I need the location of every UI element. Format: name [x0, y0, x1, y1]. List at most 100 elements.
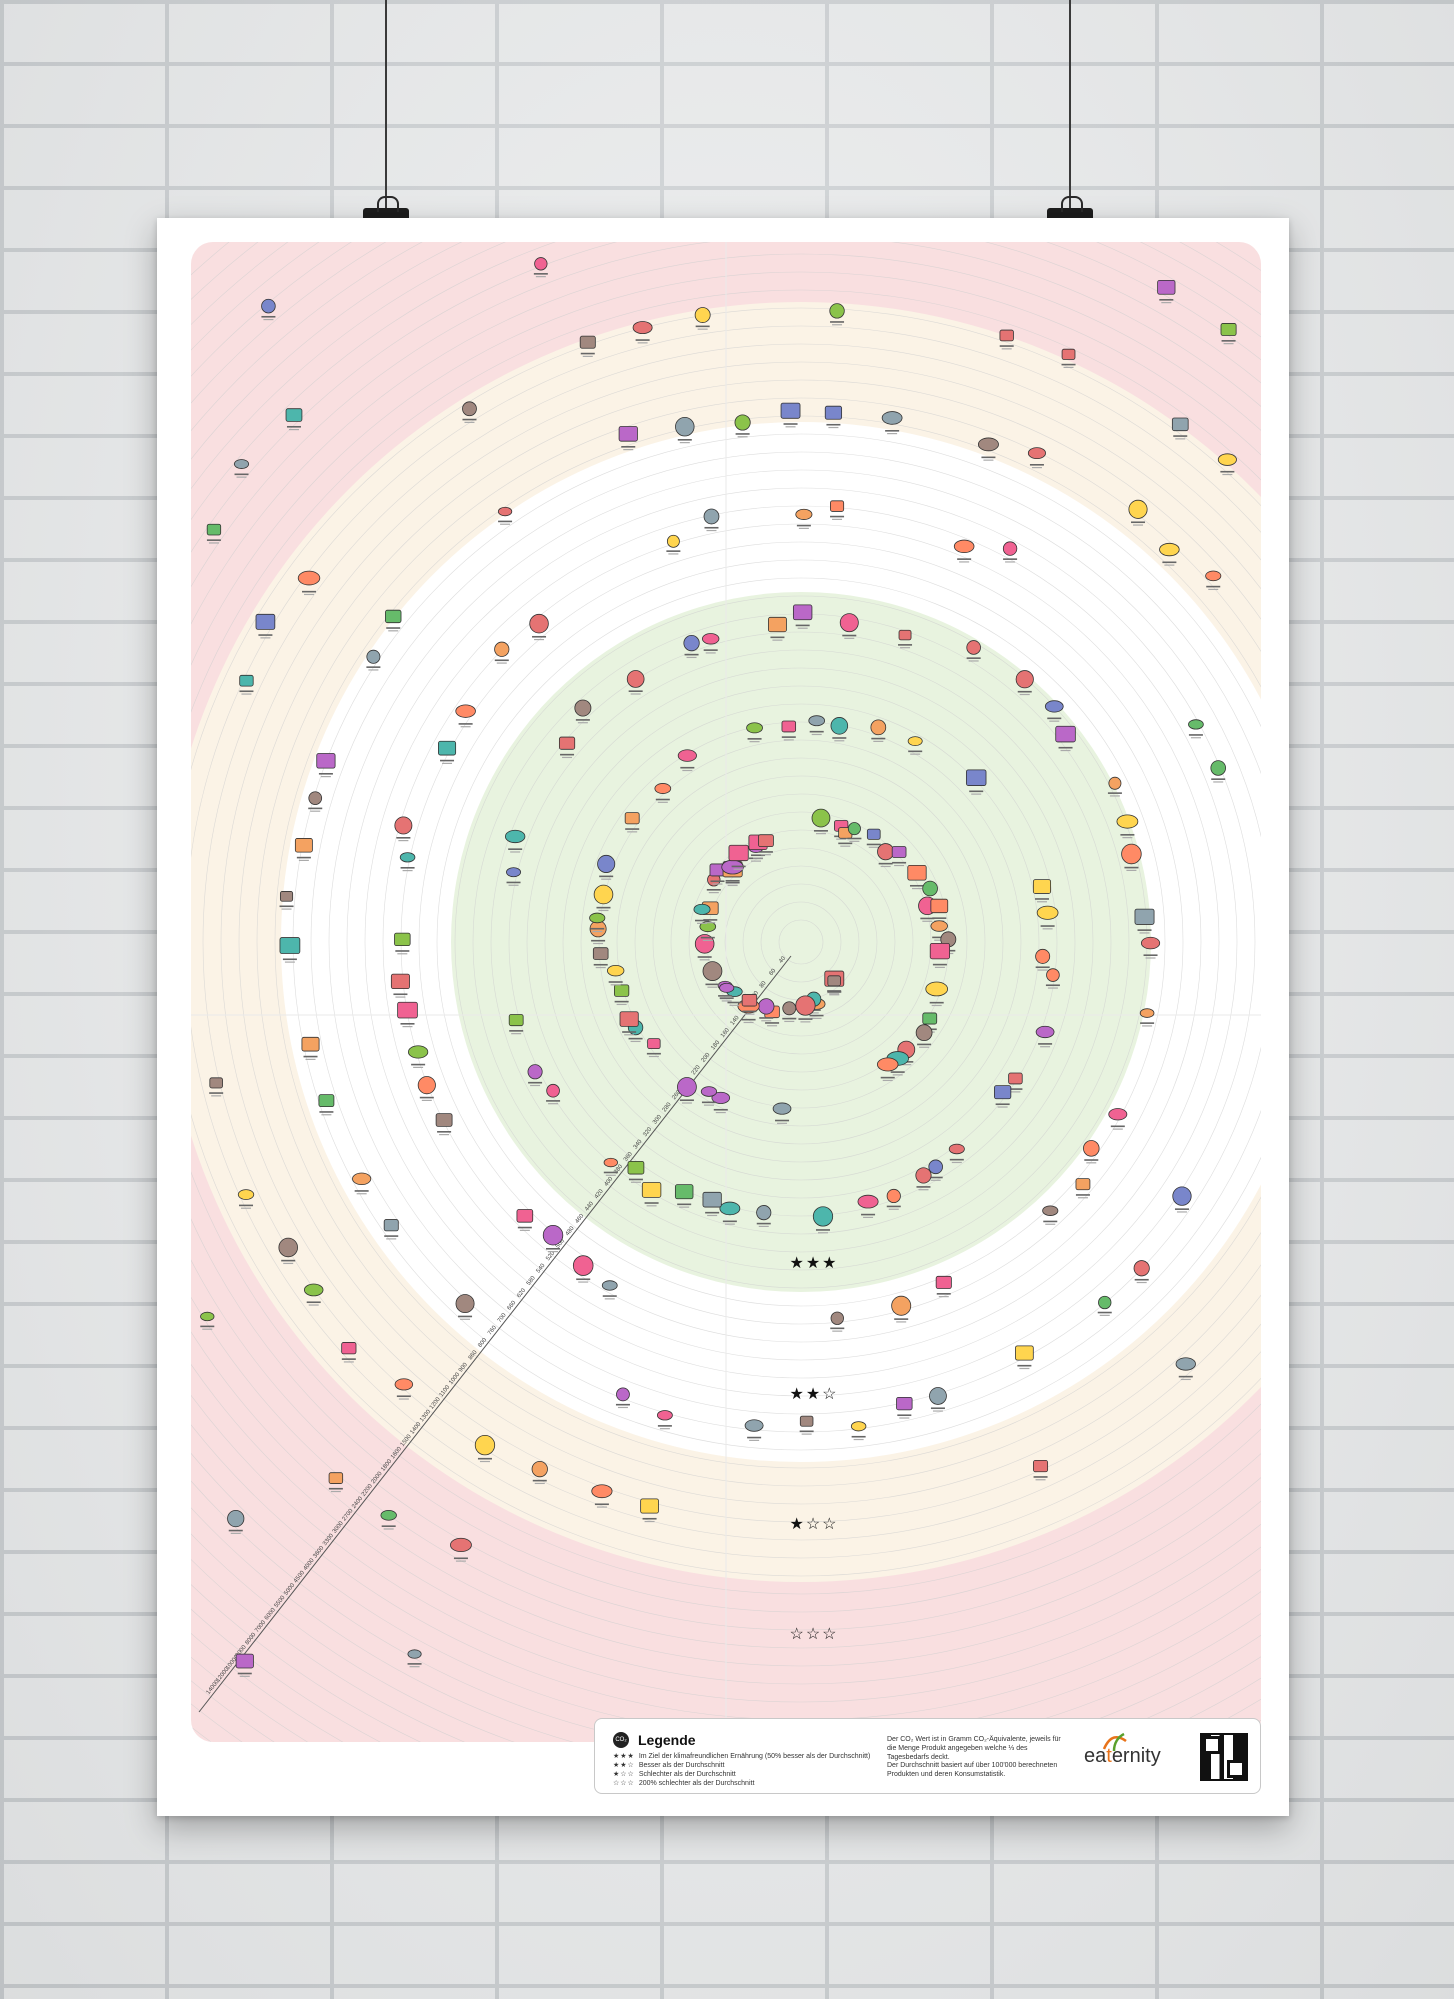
food-icon: [407, 1649, 422, 1668]
food-icon: [601, 1280, 618, 1300]
ring: [191, 242, 1261, 1685]
scale-tick-label: 420: [594, 1188, 605, 1200]
food-icon: [741, 994, 758, 1015]
food-icon: [948, 1143, 965, 1164]
ring: [202, 343, 1261, 1541]
food-icon: [318, 1094, 335, 1116]
chart-svg: 4060801001201401601802002202402602803003…: [191, 242, 1261, 1742]
ring: [191, 253, 1261, 1631]
food-icon: [907, 864, 927, 890]
scale-tick-label: 400: [604, 1176, 615, 1188]
food-icon: [435, 1113, 453, 1136]
food-icon: [1097, 1295, 1112, 1316]
food-icon: [474, 1435, 496, 1463]
food-icon: [385, 609, 402, 632]
food-icon: [233, 459, 250, 478]
food-icon: [702, 633, 720, 654]
food-icon: [1027, 447, 1046, 469]
food-icon: [394, 816, 413, 842]
food-icon: [394, 1378, 414, 1400]
legend-note-co2: Der CO₂ Wert ist in Gramm CO₂-Äquivalent…: [887, 1736, 1061, 1761]
food-icon: [930, 898, 949, 922]
scale-tick-label: 320: [642, 1126, 653, 1138]
ring: [436, 577, 1166, 1307]
food-icon: [397, 1001, 418, 1028]
food-icon: [898, 629, 913, 649]
ring: [508, 649, 1094, 1235]
scale-tick-label: 260: [671, 1089, 682, 1101]
food-icon: [719, 982, 735, 1002]
scale-tick-label: 440: [584, 1200, 595, 1212]
food-icon: [1210, 760, 1226, 783]
zone-green: [451, 592, 1151, 1292]
food-icon: [591, 1484, 613, 1508]
food-icon: [399, 852, 416, 872]
ring: [328, 469, 1261, 1415]
scale-tick-label: 700: [497, 1312, 508, 1324]
food-icon: [792, 604, 813, 629]
food-icon: [308, 791, 323, 812]
ring: [191, 307, 1261, 1577]
ring: [238, 379, 1261, 1505]
food-icon: [756, 1205, 772, 1227]
food-icon: [930, 920, 948, 941]
food-icon: [734, 414, 751, 438]
ring: [191, 242, 1261, 1703]
food-icon: [711, 1091, 731, 1114]
food-icon: [227, 1509, 245, 1534]
food-icon: [624, 812, 640, 833]
ring: [562, 703, 1040, 1181]
food-icon: [1205, 570, 1222, 591]
food-icon: [255, 613, 276, 639]
food-icon: [811, 808, 831, 835]
food-icon: [1140, 936, 1161, 959]
co2-icon: CO₂: [613, 1732, 629, 1748]
food-icon: [1172, 1186, 1192, 1213]
food-icon: [316, 753, 336, 778]
food-icon: [533, 257, 548, 278]
scale-tick-label: 860: [468, 1349, 479, 1361]
hanging-wire-right: [1069, 0, 1071, 218]
scale-tick-label: 160: [720, 1027, 731, 1039]
food-icon: [1133, 1260, 1150, 1284]
food-icon: [780, 402, 801, 428]
food-icon: [235, 1653, 254, 1677]
food-icon: [953, 539, 975, 563]
food-icon: [907, 736, 923, 755]
food-icon: [278, 1237, 298, 1265]
food-icon: [619, 1011, 639, 1036]
food-icon: [876, 1057, 899, 1082]
food-icon: [877, 843, 895, 868]
food-icon: [527, 1064, 543, 1087]
ring: [191, 325, 1261, 1559]
legend-row: ★★★ Im Ziel der klimafreundlichen Ernähru…: [613, 1753, 871, 1760]
food-icon: [1075, 1178, 1091, 1199]
food-icon: [812, 1206, 834, 1234]
scale-tick-label: 660: [507, 1300, 518, 1312]
food-icon: [1217, 453, 1237, 476]
food-icon: [683, 634, 700, 659]
food-icon: [589, 912, 606, 933]
food-icon: [891, 1295, 912, 1323]
food-icon: [200, 1311, 215, 1330]
ring: [634, 775, 968, 1109]
food-icon: [239, 674, 254, 695]
food-icon: [677, 749, 697, 772]
food-icon: [1035, 1025, 1055, 1048]
food-icon: [209, 1077, 224, 1097]
food-icon: [677, 1077, 697, 1104]
food-icon: [758, 998, 775, 1022]
food-icon: [728, 844, 749, 870]
qr-code-icon: [1200, 1733, 1248, 1781]
food-icon: [1157, 279, 1176, 304]
ring: [418, 559, 1184, 1325]
food-icon: [589, 920, 607, 945]
food-icon: [699, 921, 717, 942]
food-icon: [928, 1159, 943, 1181]
food-icon: [646, 1038, 661, 1058]
food-icon: [542, 1225, 564, 1253]
scale-tick-label: 620: [516, 1287, 527, 1299]
food-icon: [380, 1509, 397, 1530]
food-icon: [830, 1311, 845, 1332]
food-icon: [1045, 968, 1060, 989]
